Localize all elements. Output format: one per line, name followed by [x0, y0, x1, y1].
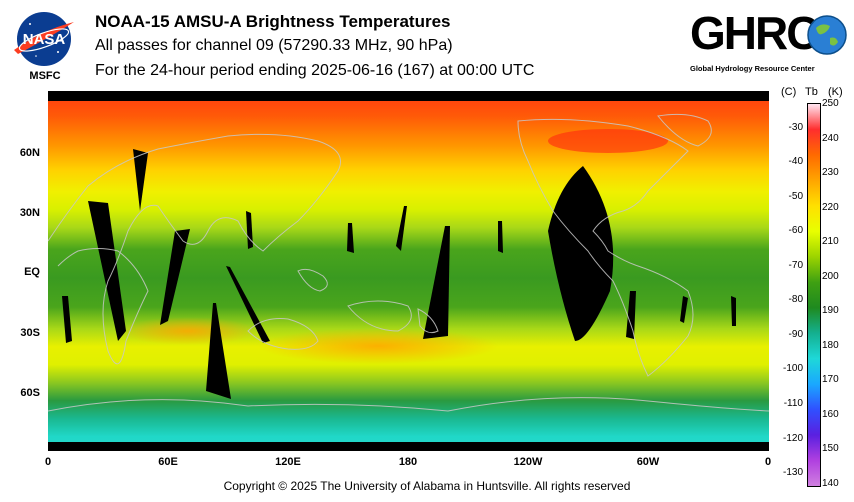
colorbar-celsius-tick: -50 — [788, 190, 803, 202]
colorbar-kelvin-tick: 230 — [822, 167, 839, 179]
page-title: NOAA-15 AMSU-A Brightness Temperatures — [95, 12, 451, 31]
ghrc-subtitle: Global Hydrology Resource Center — [690, 64, 815, 73]
lon-label-120w: 120W — [513, 456, 543, 468]
colorbar-unit-celsius: (C) — [781, 86, 797, 98]
globe-icon — [807, 15, 847, 55]
colorbar-unit-tb: Tb — [805, 86, 818, 98]
lon-label-60e: 60E — [158, 456, 178, 468]
colorbar-kelvin-tick: 180 — [822, 339, 839, 351]
lon-label-120e: 120E — [275, 456, 301, 468]
lat-label-60n: 60N — [19, 147, 40, 159]
colorbar-kelvin-tick: 150 — [822, 443, 839, 455]
period-subtitle: For the 24-hour period ending 2025-06-16… — [95, 62, 535, 79]
lat-label-30n: 30N — [19, 207, 40, 219]
lat-label-60s: 60S — [20, 387, 40, 399]
lat-label-eq: EQ — [24, 266, 40, 278]
colorbar-celsius-tick: -130 — [782, 467, 803, 479]
colorbar-kelvin-tick: 200 — [822, 270, 839, 282]
colorbar-kelvin-tick: 210 — [822, 236, 839, 248]
lon-label-0-east: 0 — [764, 456, 772, 468]
lat-label-30s: 30S — [20, 327, 40, 339]
colorbar-kelvin-tick: 220 — [822, 201, 839, 213]
colorbar-kelvin-tick: 140 — [822, 478, 839, 489]
colorbar-celsius-tick: -80 — [788, 294, 803, 306]
colorbar-celsius-tick: -60 — [788, 225, 803, 237]
nasa-wordmark: NASA — [23, 31, 66, 48]
colorbar-unit-kelvin: (K) — [828, 86, 843, 98]
channel-subtitle: All passes for channel 09 (57290.33 MHz,… — [95, 37, 453, 54]
msfc-label: MSFC — [29, 70, 61, 82]
colorbar-celsius-tick: -70 — [788, 259, 803, 271]
colorbar-kelvin-tick: 160 — [822, 408, 839, 420]
colorbar-celsius-tick: -100 — [782, 363, 803, 375]
swath-gaps — [62, 149, 736, 399]
colorbar-kelvin-tick: 190 — [822, 305, 839, 317]
colorbar-kelvin-tick: 170 — [822, 374, 839, 386]
colorbar-celsius-tick: -110 — [783, 398, 803, 410]
colorbar-celsius-tick: -90 — [788, 328, 803, 340]
colorbar-kelvin-tick: 240 — [822, 132, 839, 144]
lon-label-0: 0 — [44, 456, 52, 468]
colorbar-celsius-tick: -30 — [788, 121, 803, 133]
colorbar — [807, 103, 821, 487]
ghrc-wordmark: GHRC — [690, 7, 819, 59]
nasa-logo: NASA — [14, 12, 74, 66]
lon-label-180: 180 — [398, 456, 418, 468]
brightness-temperature-map — [48, 91, 769, 451]
colorbar-celsius-tick: -40 — [788, 156, 803, 168]
colorbar-kelvin-tick: 250 — [822, 98, 839, 109]
colorbar-celsius-tick: -120 — [782, 432, 803, 444]
coastlines — [48, 113, 769, 412]
lon-label-60w: 60W — [636, 456, 660, 468]
copyright-notice: Copyright © 2025 The University of Alaba… — [223, 479, 631, 493]
